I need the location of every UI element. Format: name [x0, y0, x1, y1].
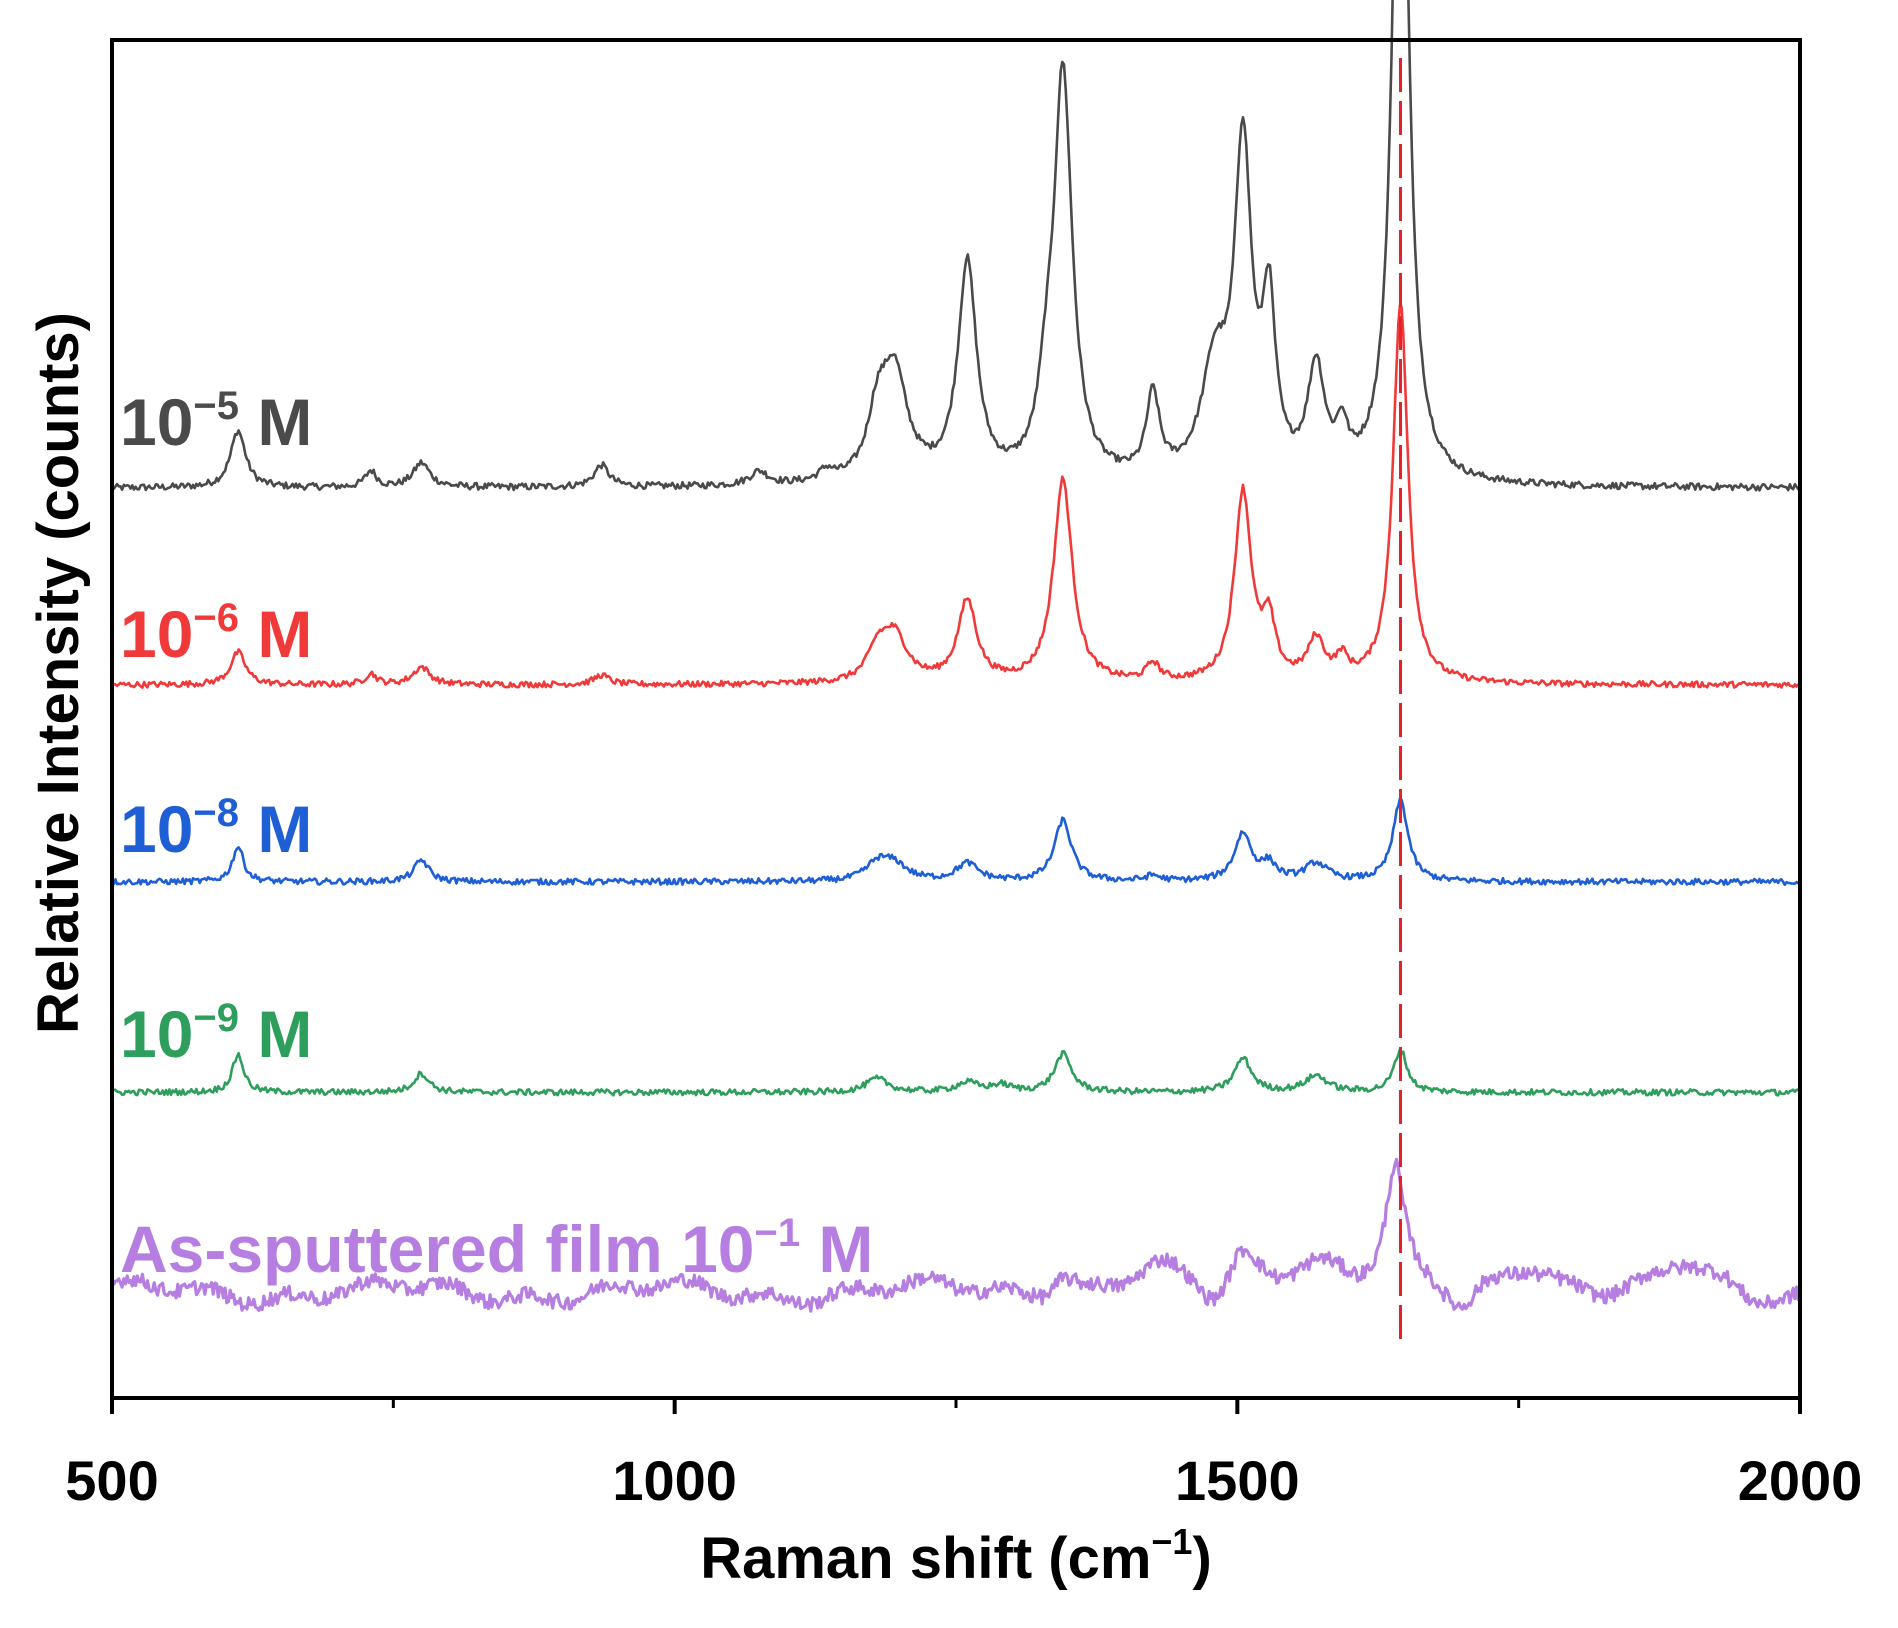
series-label-base: 10	[120, 997, 193, 1071]
x-tick-label: 2000	[1738, 1449, 1863, 1512]
series-line-1	[110, 0, 1801, 492]
x-axis-title-sup: −1	[1151, 1521, 1192, 1562]
series-label-base: As-sputtered film 10	[120, 1212, 754, 1286]
x-axis: 500 1000 1500 2000	[65, 1398, 1862, 1512]
series-label-2: 10−6 M	[120, 596, 312, 671]
series-label-layer: 10−5 M10−6 M10−8 M10−9 MAs-sputtered fil…	[120, 384, 873, 1286]
series-line-3	[111, 797, 1801, 887]
series-label-1: 10−5 M	[120, 384, 312, 459]
series-label-5: As-sputtered film 10−1 M	[120, 1211, 873, 1286]
series-label-3: 10−8 M	[120, 791, 312, 866]
series-label-sup: −6	[193, 596, 239, 640]
series-label-tail: M	[239, 792, 312, 866]
series-label-sup: −8	[193, 791, 239, 835]
y-axis-title: Relative Intensity (counts)	[26, 312, 91, 1034]
series-label-tail: M	[239, 997, 312, 1071]
x-axis-title: Raman shift (cm−1)	[700, 1521, 1212, 1591]
series-label-tail: M	[800, 1212, 873, 1286]
series-label-tail: M	[239, 385, 312, 459]
series-line-5	[110, 1157, 1802, 1313]
series-label-tail: M	[239, 597, 312, 671]
series-label-base: 10	[120, 597, 193, 671]
series-label-sup: −1	[754, 1211, 800, 1255]
x-axis-title-tail: )	[1192, 1526, 1211, 1591]
series-line-4	[111, 1048, 1802, 1097]
series-label-base: 10	[120, 792, 193, 866]
series-label-sup: −9	[193, 996, 239, 1040]
series-label-base: 10	[120, 385, 193, 459]
x-tick-label: 500	[65, 1449, 158, 1512]
x-axis-title-base: Raman shift (cm	[700, 1526, 1151, 1591]
series-line-2	[111, 304, 1801, 689]
series-label-sup: −5	[193, 384, 239, 428]
x-tick-label: 1000	[612, 1449, 737, 1512]
x-tick-label: 1500	[1175, 1449, 1300, 1512]
series-layer	[110, 0, 1802, 1313]
series-label-4: 10−9 M	[120, 996, 312, 1071]
